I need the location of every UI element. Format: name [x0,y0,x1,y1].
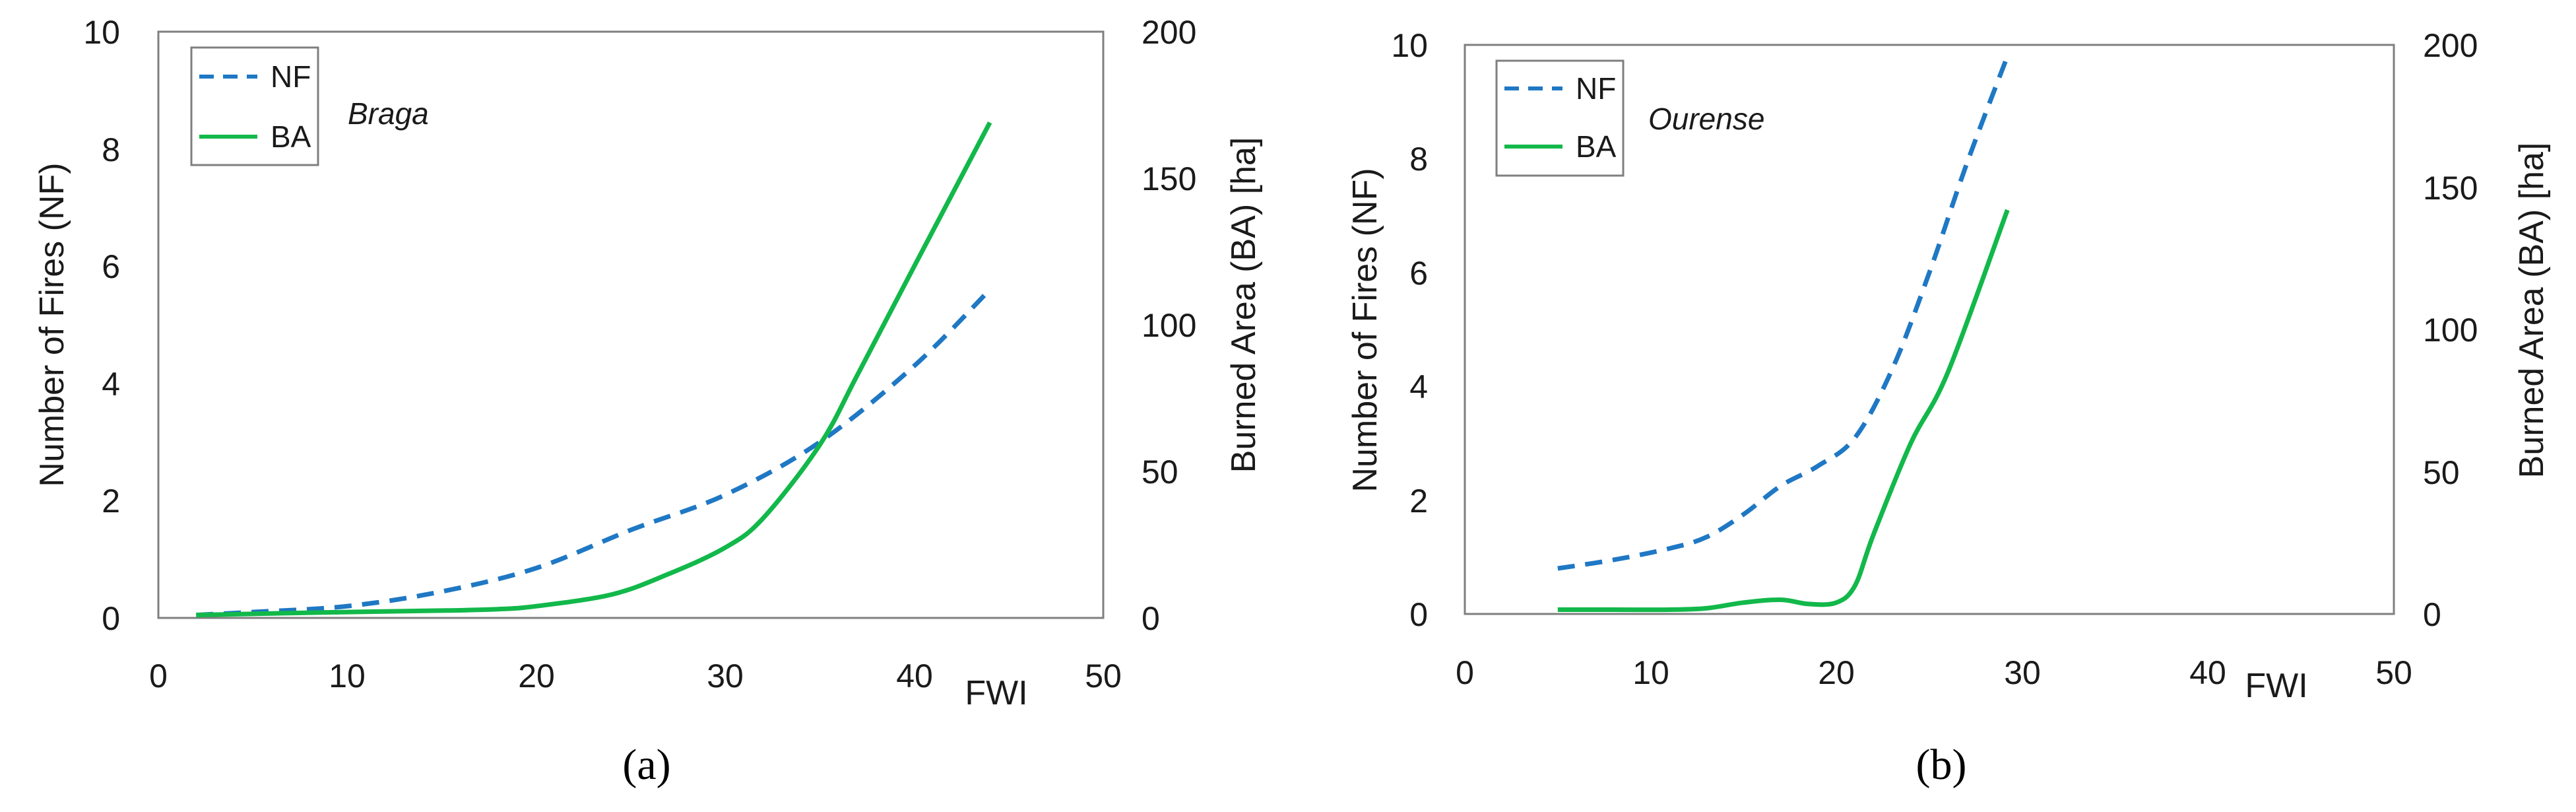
y-axis-title: Number of Fires (NF) [33,162,71,487]
y2-tick-label: 200 [1142,14,1196,51]
plot-frame-a [157,30,1105,619]
x-tick-label: 50 [1085,658,1122,694]
legend-label-nf: NF [271,59,311,94]
y-tick-label: 8 [1409,141,1428,178]
y-tick-label: 4 [102,366,120,403]
x-tick-label: 40 [2189,654,2226,691]
y-tick-label: 2 [102,483,120,520]
y2-tick-label: 0 [1142,600,1160,637]
chart-ourense: 0 10 20 30 40 50 0 2 4 6 8 10 0 50 100 1… [1346,27,2551,705]
y2-tick-label: 150 [1142,160,1196,197]
series-line-ba [1557,209,2010,613]
x-tick-label: 0 [149,658,168,694]
y2-tick-label: 200 [2423,27,2478,64]
x-tick-label: 30 [2004,654,2041,691]
y2-tick-label: 50 [1142,454,1178,491]
y-tick-label: 2 [1409,483,1428,520]
legend-box [1495,59,1625,177]
series-line-ba [196,121,992,618]
x-tick-label: 20 [518,658,555,694]
y-tick-label: 0 [102,600,120,637]
y-tick-label: 10 [83,14,120,51]
x-tick-label: 50 [2375,654,2412,691]
legend-label-ba: BA [271,119,311,154]
y-tick-label: 8 [102,131,120,168]
region-label: Ourense [1648,102,1764,136]
x-tick-label: 30 [707,658,744,694]
y2-tick-label: 100 [2423,312,2478,349]
legend-label-nf: NF [1576,71,1616,106]
y2-tick-label: 150 [2423,170,2478,207]
y-tick-label: 6 [1409,255,1428,292]
y-tick-label: 10 [1391,27,1428,64]
x-tick-label: 10 [1632,654,1669,691]
x-axis-title: FWI [2245,667,2307,705]
x-tick-label: 40 [896,658,933,694]
y-tick-label: 4 [1409,368,1428,405]
y-tick-label: 0 [1409,596,1428,633]
y-axis-title: Number of Fires (NF) [1346,168,1384,492]
series-line-nf [196,288,992,618]
series-line-nf [1557,55,2010,571]
y2-axis-title: Burned Area (BA) [ha] [2513,143,2551,479]
y2-tick-label: 0 [2423,596,2441,633]
x-tick-label: 0 [1456,654,1474,691]
x-tick-label: 10 [329,658,366,694]
legend-label-ba: BA [1576,129,1617,164]
region-label: Braga [348,96,429,131]
y2-axis-title: Burned Area (BA) [ha] [1225,137,1263,473]
legend-box [190,46,319,166]
y-tick-label: 6 [102,248,120,285]
panel-label-a: (a) [622,741,670,789]
chart-braga: 0 10 20 30 40 50 0 2 4 6 8 10 0 50 100 1… [33,14,1263,712]
legend: NF BA [190,46,319,166]
plot-frame-b [1464,44,2395,615]
x-tick-label: 20 [1818,654,1855,691]
y2-tick-label: 50 [2423,454,2460,491]
panel-label-b: (b) [1916,741,1967,789]
legend: NF BA [1495,59,1625,177]
x-axis-title: FWI [965,674,1027,712]
y2-tick-label: 100 [1142,307,1196,344]
